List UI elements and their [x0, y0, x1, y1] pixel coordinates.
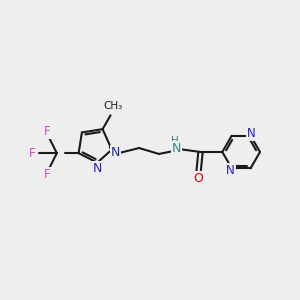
Text: N: N — [111, 146, 120, 159]
Text: F: F — [29, 147, 35, 160]
Text: N: N — [247, 127, 256, 140]
Text: N: N — [226, 164, 235, 177]
Text: F: F — [44, 168, 50, 182]
Text: N: N — [93, 162, 102, 175]
Text: F: F — [44, 125, 50, 138]
Text: CH₃: CH₃ — [103, 101, 122, 111]
Text: N: N — [172, 142, 182, 154]
Text: O: O — [194, 172, 203, 185]
Text: H: H — [171, 136, 178, 146]
